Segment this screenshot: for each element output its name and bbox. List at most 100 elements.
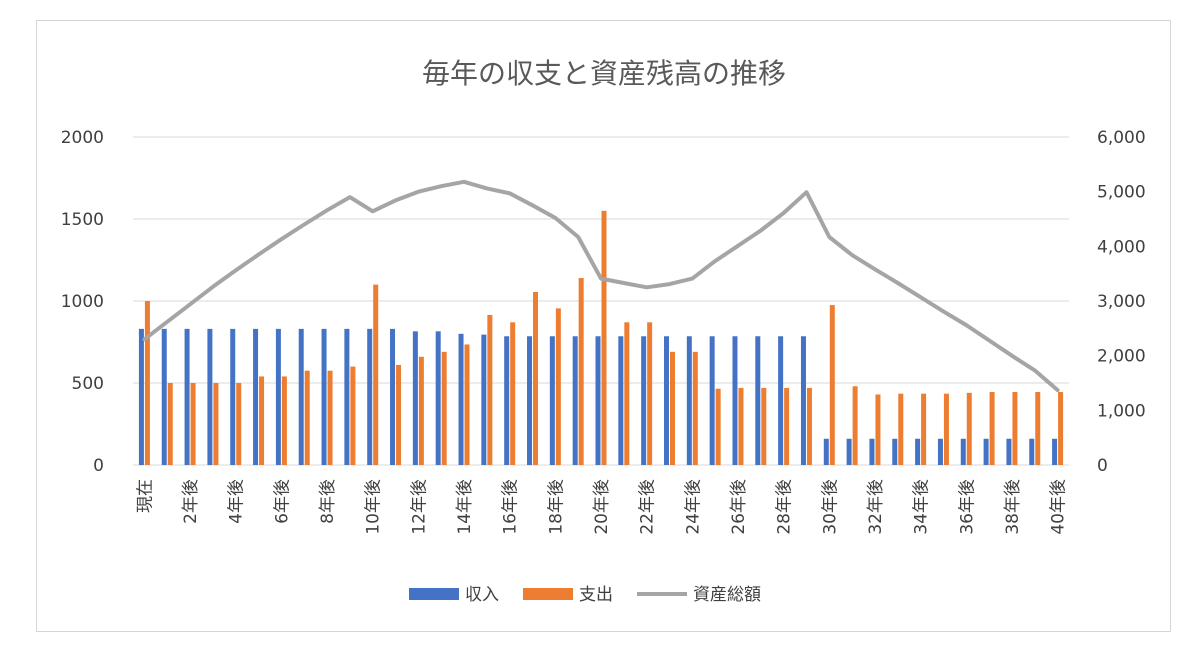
y-right-tick-label: 6,000 [1097,128,1146,148]
gridlines [133,136,1069,466]
expense-bar [578,278,584,465]
expense-bar [715,388,721,465]
expense-bar [464,344,470,465]
y-left-tick-label: 2000 [61,128,104,148]
income-bar [1052,438,1058,465]
expense-bar [441,351,447,465]
expense-bar [236,383,242,465]
y-right-tick-label: 3,000 [1097,292,1146,312]
income-bar [458,333,464,465]
legend: 収入 支出 資産総額 [409,585,761,605]
asset-line [142,179,1060,393]
expense-bar [852,386,858,465]
income-bar [709,336,715,465]
x-tick-label: 2年後 [181,479,201,524]
expense-bar [784,387,790,465]
expense-bar [875,394,881,465]
expense-bar [510,322,516,465]
income-bar [344,328,350,465]
income-bar [686,336,692,465]
income-bar [663,336,669,465]
x-tick-label: 34年後 [912,479,932,535]
income-bar [572,336,578,465]
expense-bar [487,314,493,465]
expense-bar [190,383,196,465]
legend-swatch [409,588,459,600]
y-left-axis: 0 500 1000 1500 2000 [61,128,104,476]
x-tick-label: 32年後 [866,479,886,535]
income-bar [230,328,236,465]
expense-bar [259,376,265,465]
expense-bar [1035,392,1041,465]
expense-bar [144,301,150,465]
income-bar [435,331,441,465]
chart-frame: 毎年の収支と資産残高の推移 0 500 1000 1500 2000 0 1,000 2,0… [36,20,1171,632]
expense-bar [213,383,219,465]
x-tick-label: 18年後 [546,479,566,535]
x-tick-label: 16年後 [501,479,521,535]
income-bar [275,328,281,465]
x-tick-label: 10年後 [364,479,384,535]
income-bar [1006,438,1012,465]
x-tick-label: 14年後 [455,479,475,535]
expense-bar [281,376,287,465]
income-bar [367,328,373,465]
income-bar [641,336,647,465]
chart-title: 毎年の収支と資産残高の推移 [422,57,786,90]
income-bar [892,438,898,465]
income-bar [1029,438,1035,465]
chart-svg: 毎年の収支と資産残高の推移 0 500 1000 1500 2000 0 1,000 2,0… [61,57,1146,605]
asset-total-line [142,179,1060,393]
income-bar [846,438,852,465]
x-tick-label: 24年後 [683,479,703,535]
expense-bar [989,392,995,465]
x-tick-label: 現在 [135,479,155,513]
expense-bar [966,392,972,465]
y-right-tick-label: 1,000 [1097,401,1146,421]
expense-bar [350,366,356,465]
expense-bar [692,351,698,465]
expense-bar [669,351,675,465]
expense-bar [373,284,379,465]
expense-bar [829,305,835,465]
expense-bar [647,322,653,465]
y-right-tick-label: 2,000 [1097,347,1146,367]
income-bar [618,336,624,465]
x-tick-label: 26年後 [729,479,749,535]
income-bar [800,336,806,465]
income-bar [983,438,989,465]
income-bar [823,438,829,465]
legend-label: 支出 [579,585,613,605]
legend-label: 収入 [465,585,499,605]
income-bar [298,328,304,465]
income-bar [778,336,784,465]
income-bar [138,328,144,465]
x-tick-label: 4年後 [227,479,247,524]
bars [138,210,1064,465]
income-bar [869,438,875,465]
y-right-tick-label: 5,000 [1097,183,1146,203]
income-bar [253,328,259,465]
income-bar [161,328,167,465]
x-tick-label: 40年後 [1049,479,1069,535]
y-left-tick-label: 500 [72,374,104,394]
x-tick-label: 20年後 [592,479,612,535]
y-left-tick-label: 0 [93,456,104,476]
expense-bar [304,370,310,465]
income-bar [207,328,213,465]
x-tick-label: 6年後 [272,479,292,524]
legend-label: 資産総額 [693,585,761,605]
expense-bar [898,393,904,465]
income-bar [549,336,555,465]
income-bar [527,336,533,465]
expense-bar [396,364,402,465]
x-tick-label: 22年後 [638,479,658,535]
income-bar [595,336,601,465]
y-left-tick-label: 1000 [61,292,104,312]
expense-bar [418,356,424,465]
expense-bar [601,210,607,465]
legend-swatch [523,588,573,600]
x-tick-label: 12年後 [409,479,429,535]
x-tick-label: 28年後 [775,479,795,535]
income-bar [915,438,921,465]
